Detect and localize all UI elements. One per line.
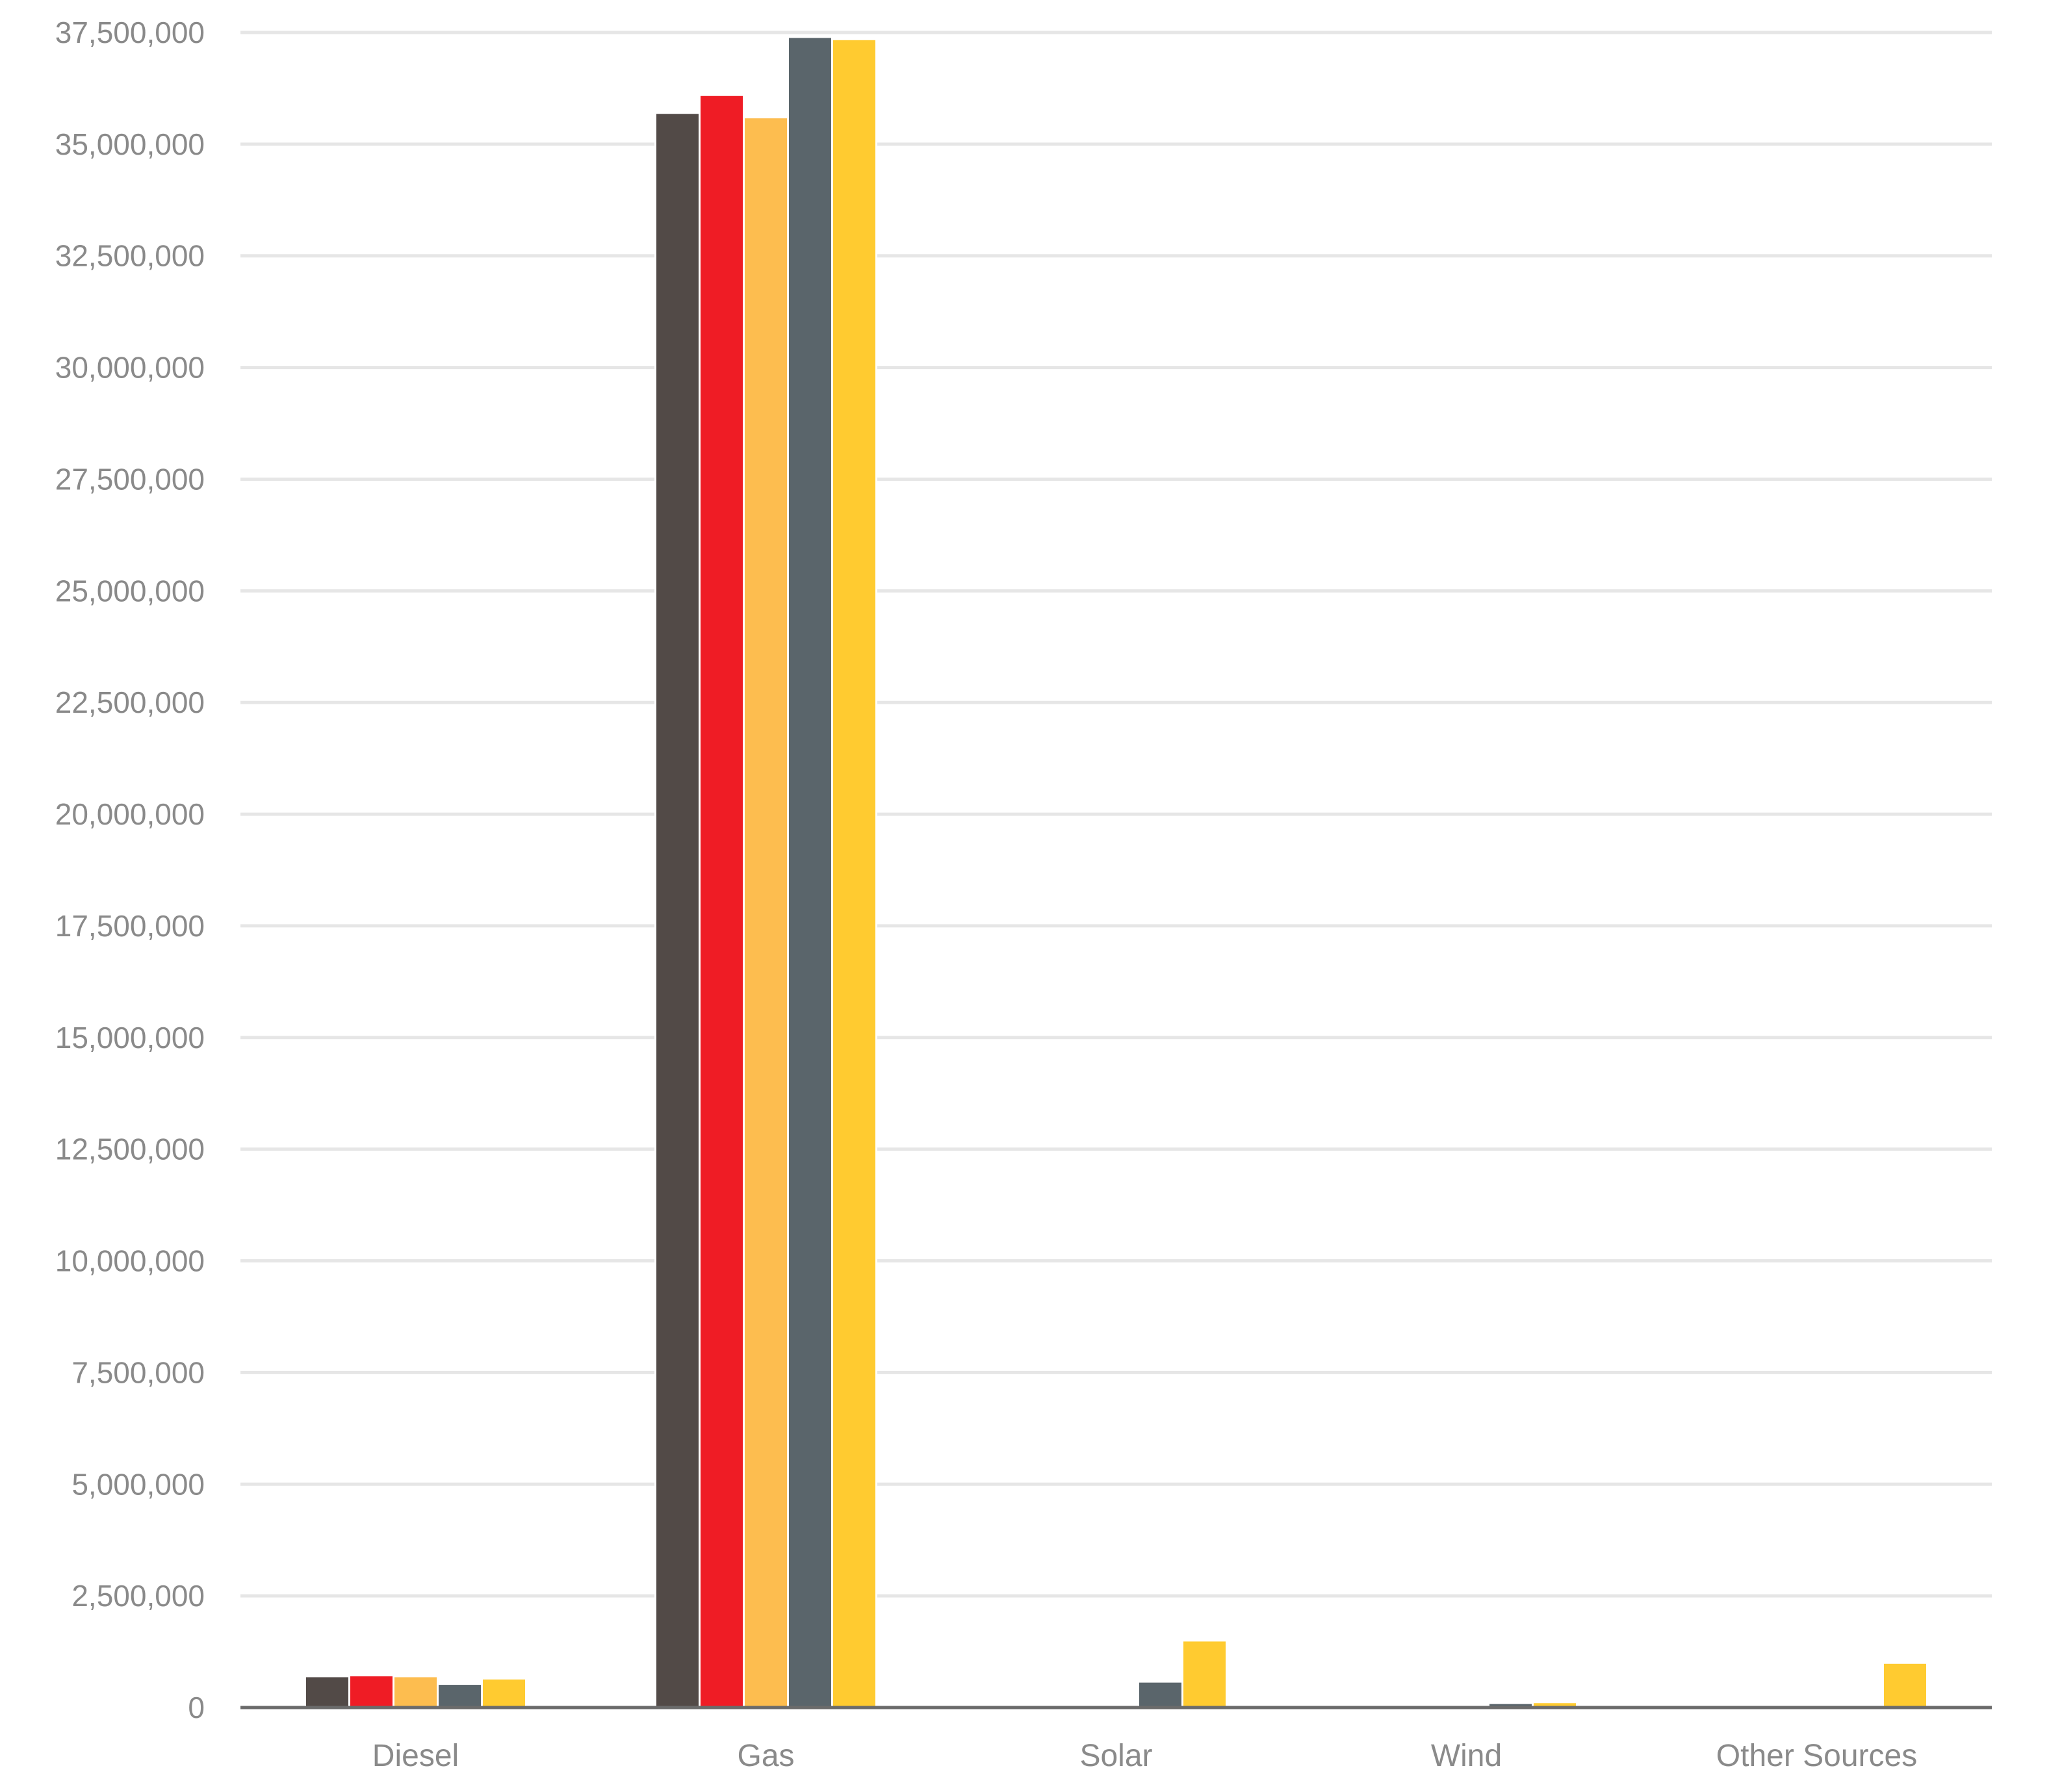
gridlines — [240, 31, 1992, 1598]
bar-gas-s3 — [743, 116, 789, 1709]
bar-gas-s1 — [654, 112, 701, 1709]
y-tick-label: 32,500,000 — [55, 239, 205, 273]
y-tick-label: 0 — [188, 1691, 205, 1724]
y-tick-label: 25,000,000 — [55, 574, 205, 608]
y-tick-label: 20,000,000 — [55, 797, 205, 831]
bars — [304, 36, 1928, 1709]
x-tick-label: Gas — [737, 1739, 794, 1773]
bar-solar-s5 — [1181, 1639, 1228, 1709]
bar-diesel-s2 — [348, 1674, 394, 1709]
y-tick-label: 2,500,000 — [71, 1579, 205, 1613]
bar-diesel-s4 — [437, 1683, 483, 1709]
bar-other-sources-s5 — [1882, 1661, 1928, 1709]
y-tick-label: 17,500,000 — [55, 909, 205, 943]
y-tick-label: 35,000,000 — [55, 127, 205, 161]
y-tick-label: 12,500,000 — [55, 1133, 205, 1166]
x-tick-label: Solar — [1079, 1739, 1152, 1773]
y-tick-label: 30,000,000 — [55, 351, 205, 385]
bar-gas-s5 — [831, 38, 877, 1709]
x-tick-label: Wind — [1431, 1739, 1502, 1773]
x-tick-label: Diesel — [372, 1739, 459, 1773]
bar-gas-s2 — [699, 94, 745, 1709]
x-axis-ticks: Diesel Gas Solar Wind Other Sources — [372, 1739, 1917, 1773]
y-tick-label: 37,500,000 — [55, 16, 205, 49]
bar-diesel-s3 — [393, 1675, 439, 1709]
y-tick-label: 15,000,000 — [55, 1021, 205, 1055]
y-tick-label: 27,500,000 — [55, 462, 205, 496]
y-axis-ticks: 0 2,500,000 5,000,000 7,500,000 10,000,000 12… — [55, 16, 205, 1724]
x-tick-label: Other Sources — [1716, 1739, 1917, 1773]
bar-solar-s4 — [1137, 1680, 1183, 1709]
y-tick-label: 7,500,000 — [71, 1355, 205, 1389]
bar-gas-s4 — [787, 36, 833, 1709]
y-tick-label: 10,000,000 — [55, 1244, 205, 1278]
y-tick-label: 5,000,000 — [71, 1467, 205, 1501]
bar-diesel-s1 — [304, 1675, 350, 1709]
y-tick-label: 22,500,000 — [55, 685, 205, 719]
bar-diesel-s5 — [481, 1677, 527, 1709]
